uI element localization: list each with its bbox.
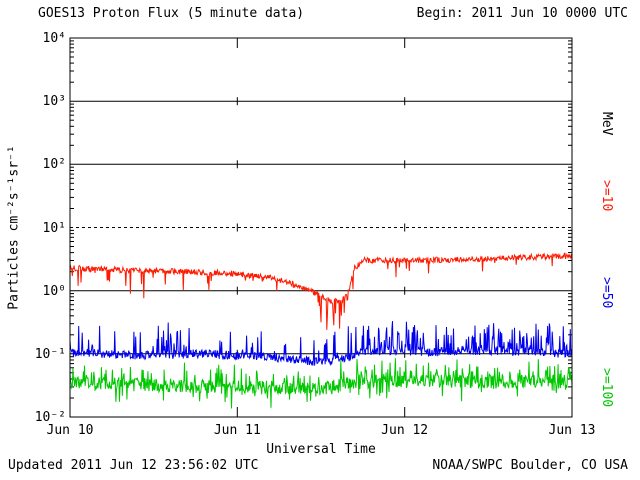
y-tick-label: 10² <box>42 157 66 173</box>
x-tick-label: Jun 11 <box>213 423 261 438</box>
credit-label: NOAA/SWPC Boulder, CO USA <box>432 458 628 473</box>
updated-timestamp: Updated 2011 Jun 12 23:56:02 UTC <box>8 458 259 473</box>
y-axis-title-wrap: Particles cm⁻²s⁻¹sr⁻¹ <box>0 38 28 417</box>
chart-title: GOES13 Proton Flux (5 minute data) <box>38 6 305 21</box>
legend-ge100: >=100 <box>599 368 614 408</box>
x-tick-label: Jun 12 <box>381 423 429 438</box>
series-ge100 <box>70 358 572 409</box>
x-tick-label: Jun 13 <box>548 423 596 438</box>
legend-ge10: >=10 <box>599 180 614 212</box>
y-tick-label: 10⁻¹ <box>34 346 66 362</box>
x-axis-title: Universal Time <box>266 442 376 457</box>
y-tick-label: 10⁻² <box>34 410 66 425</box>
series-ge10 <box>70 252 572 330</box>
x-tick-label: Jun 10 <box>46 423 94 438</box>
begin-time-label: Begin: 2011 Jun 10 0000 UTC <box>416 6 628 21</box>
right-unit-label: MeV <box>599 112 614 136</box>
y-tick-label: 10⁴ <box>42 31 66 46</box>
y-axis-title: Particles cm⁻²s⁻¹sr⁻¹ <box>6 145 22 310</box>
legend-ge50: >=50 <box>599 277 614 309</box>
series-ge50 <box>70 321 572 367</box>
y-tick-label: 10³ <box>42 94 66 110</box>
y-tick-label: 10⁰ <box>42 283 66 299</box>
y-tick-label: 10¹ <box>42 220 66 236</box>
